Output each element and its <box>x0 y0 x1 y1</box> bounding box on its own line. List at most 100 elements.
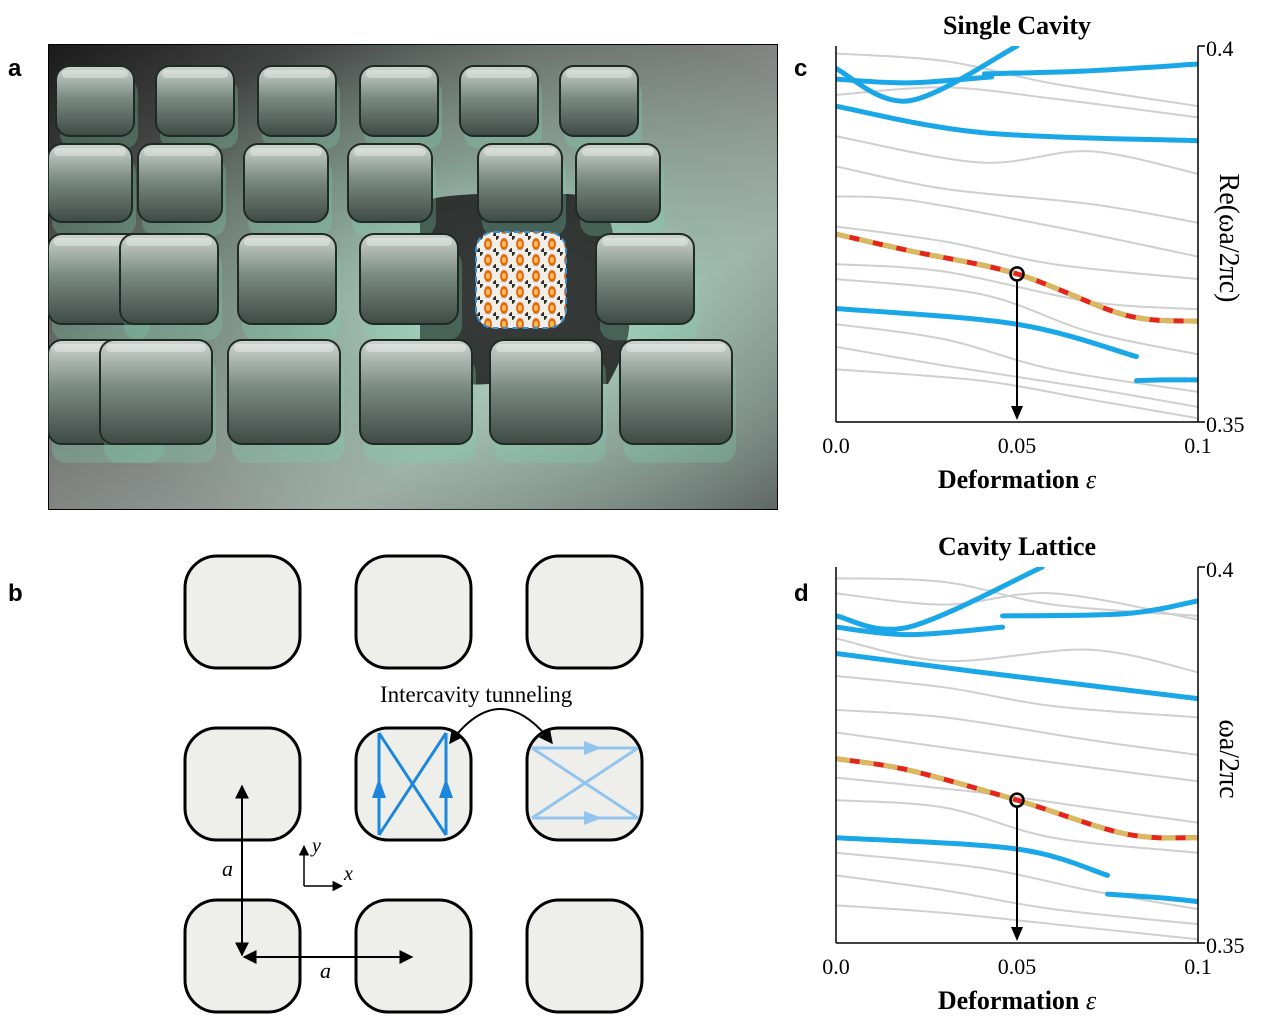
cavity <box>354 554 473 670</box>
cavity-tiles <box>48 65 736 463</box>
cavity-highlight <box>62 70 128 78</box>
mode-line-highlight-dash <box>836 756 1198 841</box>
y-tick-label: 0.4 <box>1206 36 1234 61</box>
mode-line-blue <box>1000 598 1198 619</box>
cavity-tile <box>237 233 337 325</box>
mode-line-gray <box>836 675 1198 719</box>
x-tick-label: 0.0 <box>822 433 850 458</box>
y-tick-label: 0.4 <box>1206 557 1234 582</box>
cavity-highlight <box>126 238 212 246</box>
mode-line-gray <box>836 874 1198 926</box>
mode-line-blue <box>836 624 1006 638</box>
cavity-tile <box>243 143 329 223</box>
mode-line-gray <box>836 368 1198 420</box>
y-axis-label: Re(ωa/2πc) <box>1213 174 1244 303</box>
cavity-highlight <box>626 344 726 352</box>
cavity-tile <box>55 65 135 137</box>
ray-path-horizontal <box>531 741 639 825</box>
y-tick-label: 0.35 <box>1206 933 1245 958</box>
marker-arrowhead <box>1011 927 1023 941</box>
mode-line-gray <box>836 637 1198 674</box>
cavity-highlight <box>582 148 654 156</box>
mode-line-highlight-dash <box>836 231 1198 324</box>
panel-letter-d: d <box>794 580 809 607</box>
lattice-const-vertical: a <box>222 856 233 881</box>
cavity-tile <box>48 143 133 223</box>
marker-arrowhead <box>1011 406 1023 420</box>
cavity-highlight <box>602 238 688 246</box>
cavity-tile <box>137 143 223 223</box>
mode-line-blue <box>836 835 1110 878</box>
tunneling-arrow <box>449 708 553 745</box>
x-axis-label: Deformation ε <box>938 986 1097 1015</box>
mode-line-gray <box>836 592 1198 621</box>
mode-line-gray <box>836 708 1198 756</box>
cavity-highlight <box>54 148 126 156</box>
mode-line-blue <box>1105 891 1198 905</box>
selected-mode-marker <box>1009 266 1025 282</box>
mode-line-blue <box>1133 377 1198 384</box>
cavity-tile <box>477 143 563 223</box>
mode-line-blue <box>981 61 1198 77</box>
cavity-highlight <box>466 70 532 78</box>
x-axis-label: Deformation ε <box>938 465 1097 494</box>
cavity-tile <box>119 233 219 325</box>
cavity-tile <box>227 339 341 445</box>
y-axis-label: ωa/2πc <box>1213 719 1244 798</box>
axis-x-label: x <box>343 863 353 885</box>
cavity-tile <box>359 233 459 325</box>
panel-letter-a: a <box>8 55 22 82</box>
cavity-highlight <box>162 70 228 78</box>
cavity-highlight <box>366 238 452 246</box>
y-tick-label: 0.35 <box>1206 412 1245 437</box>
mode-line-gray <box>836 195 1198 258</box>
tunneling-label: Intercavity tunneling <box>380 682 573 707</box>
cavity-highlight <box>244 238 330 246</box>
cavity-tile <box>347 143 433 223</box>
x-tick-label: 0.05 <box>998 433 1037 458</box>
cavity-highlight <box>234 344 334 352</box>
mode-line-gray <box>836 323 1198 393</box>
chart-single-cavity: Single Cavity 0.0 0.05 0.1 0.4 0.35 Defo… <box>822 11 1245 494</box>
axis-y-label: y <box>310 835 321 857</box>
cavity <box>525 554 644 670</box>
chart-cavity-lattice: Cavity Lattice 0.0 0.05 0.1 0.4 0.35 Def… <box>822 532 1245 1015</box>
cavity-tile <box>619 339 733 445</box>
mode-line-gray <box>836 165 1198 224</box>
mode-line-gray <box>836 86 1198 119</box>
cavity-tile <box>559 65 639 137</box>
mode-line-blue <box>836 103 1198 144</box>
mode-line-gray <box>836 851 1198 911</box>
cavity-highlight <box>144 148 216 156</box>
panel-letter-b: b <box>8 580 23 607</box>
cavity-tile <box>459 65 539 137</box>
mode-line-gray <box>836 799 1198 854</box>
cavity-highlight <box>250 148 322 156</box>
cavity-highlight <box>484 148 556 156</box>
selected-mode-marker <box>1009 792 1025 808</box>
lattice-const-horizontal: a <box>320 958 331 983</box>
chart-title: Single Cavity <box>943 11 1091 40</box>
x-tick-label: 0.1 <box>1184 954 1212 979</box>
cavity-tile <box>257 65 337 137</box>
chart-title: Cavity Lattice <box>938 532 1096 561</box>
cavity-tile <box>155 65 235 137</box>
cavity-highlight <box>264 70 330 78</box>
cavity-highlight <box>496 344 596 352</box>
mode-line-gray <box>836 278 1198 356</box>
cavity-tile <box>595 233 695 325</box>
mode-line-gray <box>836 731 1198 783</box>
x-tick-label: 0.0 <box>822 954 850 979</box>
cavity-tile <box>575 143 661 223</box>
mode-line-gray <box>836 225 1198 281</box>
x-tick-label: 0.1 <box>1184 433 1212 458</box>
mode-line-blue <box>836 567 1045 632</box>
cavity-highlight <box>566 70 632 78</box>
cavity-tile <box>359 339 473 445</box>
cavity-lattice-render <box>48 44 778 510</box>
cavity-tile <box>489 339 603 445</box>
cavity <box>183 554 302 670</box>
cavity-tile <box>359 65 439 137</box>
cavity-highlight <box>354 148 426 156</box>
ray-path-vertical <box>372 732 453 836</box>
